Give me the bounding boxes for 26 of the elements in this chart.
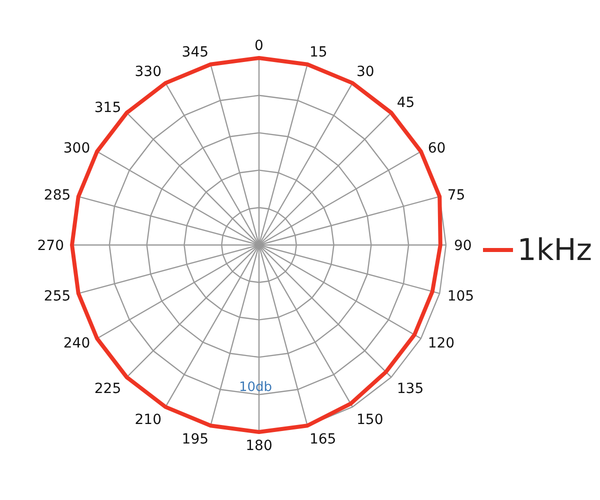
spoke-label: 300 [63, 140, 90, 156]
spoke-label: 315 [94, 100, 122, 116]
spoke-label: 255 [44, 288, 71, 304]
spoke-label: 195 [182, 431, 209, 448]
spoke-label: 180 [246, 438, 272, 454]
spoke-label: 0 [254, 38, 264, 54]
spoke-label: 75 [447, 188, 466, 204]
spoke-label: 210 [134, 412, 162, 428]
spoke-label: 330 [134, 64, 162, 80]
spoke-label: 285 [44, 188, 71, 204]
spoke-label: 105 [447, 288, 474, 304]
legend-label: 1kHz [517, 232, 592, 268]
spoke-label: 135 [396, 380, 424, 397]
spoke-label: 225 [94, 380, 122, 397]
spoke-label: 15 [309, 44, 328, 61]
spoke-label: 60 [428, 140, 446, 156]
spoke-label: 120 [428, 335, 455, 352]
spoke-label: 270 [37, 238, 64, 254]
spoke-label: 90 [454, 238, 472, 254]
spoke-label: 165 [309, 431, 336, 448]
spoke-label: 30 [356, 64, 374, 80]
spoke-label: 345 [182, 44, 209, 61]
spoke-label: 150 [356, 412, 384, 428]
text: 10db [239, 380, 272, 395]
spoke-label: 240 [63, 335, 90, 352]
spoke-label: 45 [396, 95, 415, 112]
